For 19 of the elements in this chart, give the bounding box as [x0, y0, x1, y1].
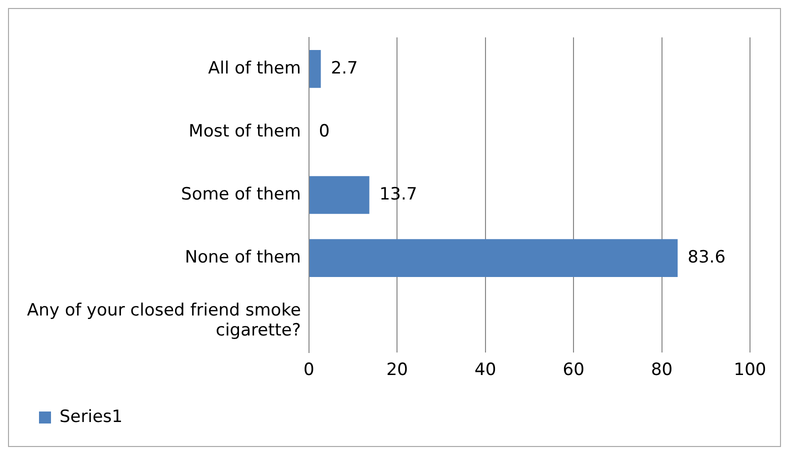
data-label: 0	[318, 121, 330, 142]
x-tick-label: 60	[562, 360, 584, 380]
x-tick-label: 20	[386, 360, 408, 380]
y-tick-label: None of them	[184, 247, 301, 268]
x-tick-label: 100	[734, 360, 766, 380]
y-tick-label: Some of them	[181, 184, 301, 204]
data-label: 13.7	[379, 184, 418, 204]
y-tick-label: Most of them	[188, 121, 301, 142]
x-tick-label: 40	[474, 360, 496, 380]
y-tick-label: All of them	[208, 58, 301, 78]
legend-label: Series1	[60, 406, 123, 427]
bar	[309, 50, 321, 88]
data-label: 83.6	[688, 247, 726, 268]
bar	[309, 176, 370, 214]
bar	[309, 239, 678, 277]
x-tick-label: 80	[650, 360, 673, 380]
x-tick-label: 0	[303, 360, 314, 380]
data-label: 2.7	[330, 58, 358, 78]
y-tick-label: Any of your closed friend smoke cigarette?	[26, 300, 301, 341]
